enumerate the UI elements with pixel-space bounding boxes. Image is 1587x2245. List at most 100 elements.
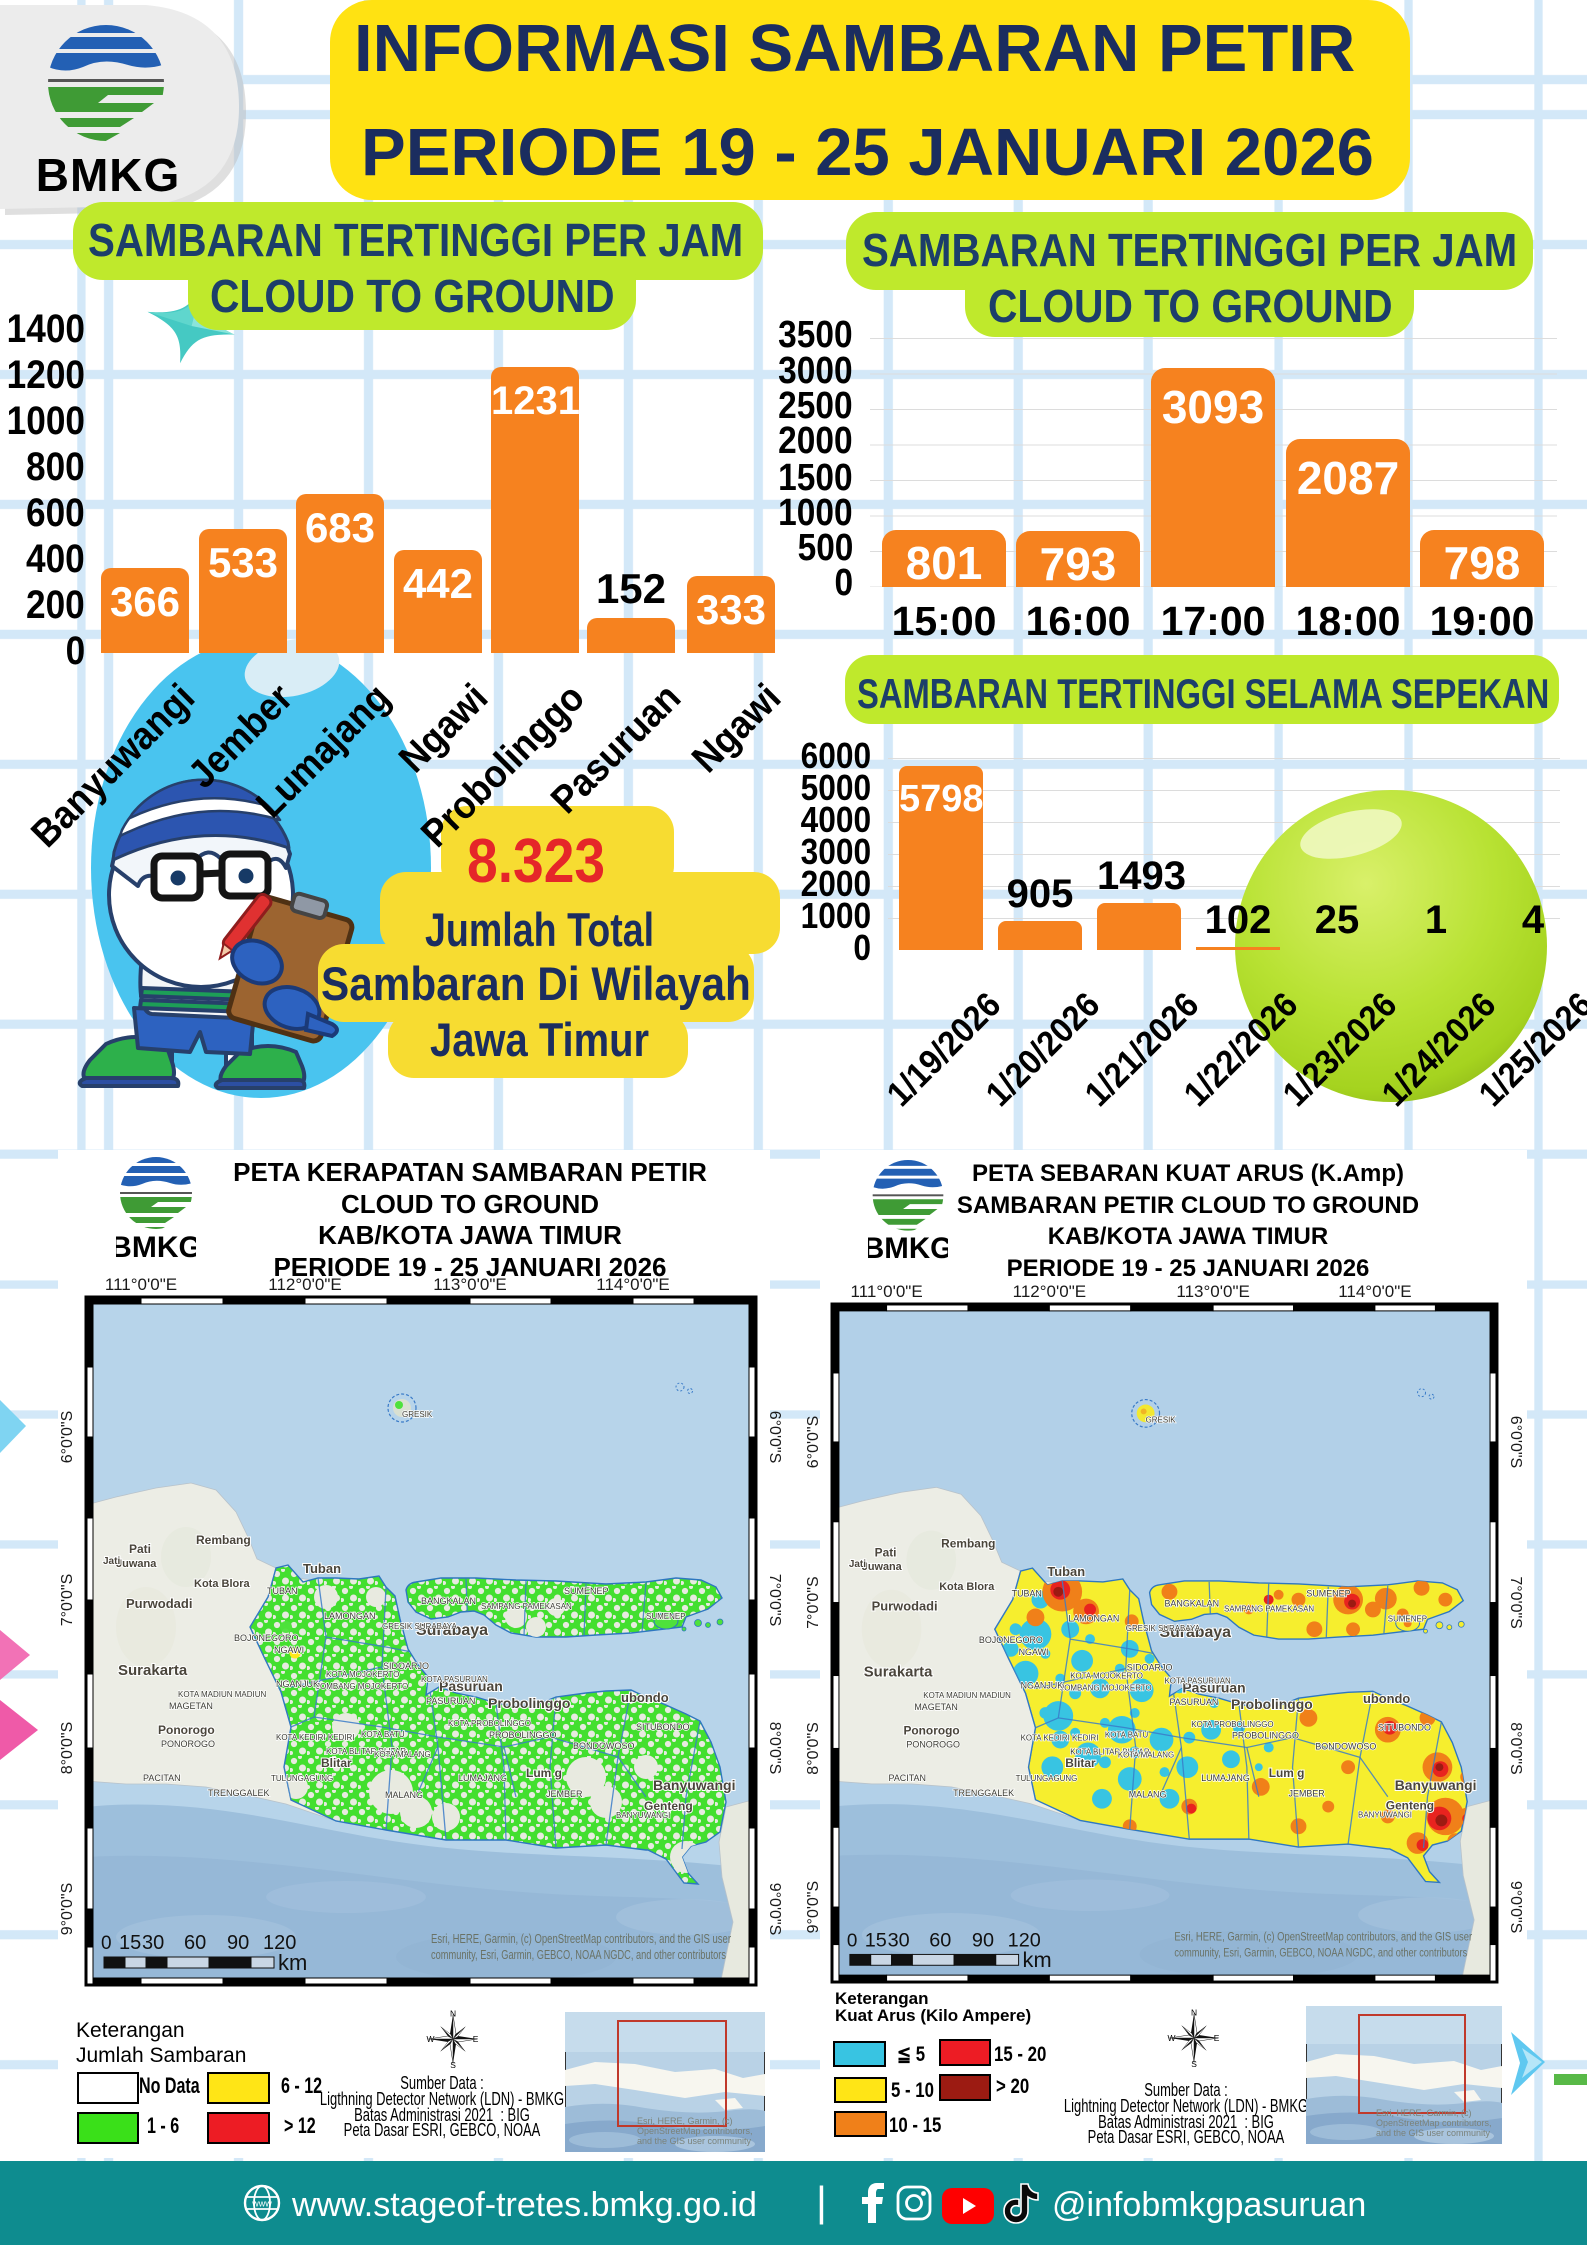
svg-text:Tuban: Tuban [303,1561,341,1576]
svg-text:Tuban: Tuban [1047,1564,1085,1579]
svg-text:9°0'0"S: 9°0'0"S [1507,1881,1524,1934]
svg-text:113°0'0"E: 113°0'0"E [1176,1282,1249,1301]
svg-text:111°0'0"E: 111°0'0"E [105,1275,177,1294]
svg-text:BONDOWOSO: BONDOWOSO [573,1741,635,1751]
svg-text:Purwodadi: Purwodadi [872,1599,938,1614]
svg-text:SITUBONDO: SITUBONDO [1378,1723,1431,1733]
svg-text:KOTA MADIUN MADIUN: KOTA MADIUN MADIUN [178,1690,267,1699]
svg-text:KOTA MADIUN MADIUN: KOTA MADIUN MADIUN [923,1691,1011,1700]
svg-text:S: S [1191,2059,1197,2069]
svg-text:MAGETAN: MAGETAN [169,1701,213,1711]
svg-text:KOTA BATU: KOTA BATU [1105,1731,1149,1740]
svg-text:6°0'0"S: 6°0'0"S [1507,1416,1524,1469]
svg-text:SIDOARJO: SIDOARJO [383,1661,429,1671]
svg-text:N: N [1191,2007,1197,2017]
svg-text:BOJONEGORO: BOJONEGORO [234,1633,299,1643]
svg-text:NGAWI: NGAWI [274,1645,304,1655]
svg-text:TUBAN: TUBAN [1012,1589,1042,1599]
svg-text:PONOROGO: PONOROGO [161,1739,215,1749]
svg-text:7°0'0"S: 7°0'0"S [1507,1576,1524,1629]
svg-text:8°0'0"S: 8°0'0"S [59,1722,76,1775]
svg-text:Pati: Pati [129,1542,151,1556]
svg-text:Probolinggo: Probolinggo [1231,1696,1313,1712]
svg-text:PASURUAN: PASURUAN [1169,1697,1218,1707]
svg-text:Juwana: Juwana [116,1558,157,1570]
svg-text:LAMONGAN: LAMONGAN [1068,1613,1119,1623]
svg-text:15: 15 [865,1930,887,1952]
svg-text:and the GIS user community: and the GIS user community [637,2136,752,2146]
svg-text:Rembang: Rembang [196,1533,251,1547]
svg-text:6°0'0"S: 6°0'0"S [59,1411,76,1464]
svg-text:LAMONGAN: LAMONGAN [324,1611,376,1621]
svg-text:KOTA BATU: KOTA BATU [361,1730,405,1739]
svg-text:GRESIK: GRESIK [1146,1415,1177,1424]
svg-text:Ponorogo: Ponorogo [903,1724,959,1738]
svg-text:Surabaya: Surabaya [416,1622,488,1639]
svg-text:Purwodadi: Purwodadi [126,1596,192,1611]
svg-text:Surakarta: Surakarta [118,1662,188,1679]
svg-text:Jati: Jati [849,1559,866,1570]
svg-text:MAGETAN: MAGETAN [914,1702,957,1712]
svg-text:Pasuruan: Pasuruan [1182,1679,1245,1695]
svg-text:BMKG: BMKG [116,1231,196,1264]
svg-text:PACITAN: PACITAN [143,1773,181,1783]
svg-text:112°0'0"E: 112°0'0"E [1013,1282,1086,1301]
svg-text:SIDOARJO: SIDOARJO [1127,1663,1173,1673]
svg-text:0: 0 [101,1933,112,1954]
svg-text:Genteng: Genteng [644,1799,693,1813]
svg-text:TULUNGAGUNG: TULUNGAGUNG [271,1774,333,1783]
svg-text:15: 15 [119,1932,141,1954]
svg-text:90: 90 [972,1930,994,1952]
svg-text:LUMAJANG: LUMAJANG [1201,1773,1250,1783]
svg-text:KOTA MALANG: KOTA MALANG [1118,1750,1174,1759]
svg-text:KOTA PROBOLINGGO: KOTA PROBOLINGGO [448,1719,531,1728]
svg-text:km: km [278,1950,307,1975]
svg-text:OpenStreetMap contributors,: OpenStreetMap contributors, [1376,2118,1492,2128]
svg-text:JEMBER: JEMBER [546,1789,583,1799]
svg-text:Probolinggo: Probolinggo [488,1695,570,1711]
svg-text:KOTA KEDIRI KEDIRI: KOTA KEDIRI KEDIRI [1021,1734,1099,1743]
svg-text:PROBOLINGGO: PROBOLINGGO [1232,1731,1299,1741]
svg-text:KOTA MOJOKERTO: KOTA MOJOKERTO [1070,1672,1143,1681]
svg-text:120: 120 [1008,1930,1041,1952]
svg-text:KOTA PROBOLINGGO: KOTA PROBOLINGGO [1191,1720,1273,1729]
svg-text:8°0'0"S: 8°0'0"S [766,1722,783,1775]
svg-text:Juwana: Juwana [862,1561,903,1573]
svg-text:community, Esri, Garmin, GEBCO: community, Esri, Garmin, GEBCO, NOAA NGD… [1174,1945,1467,1959]
svg-text:KOTA PASURUAN: KOTA PASURUAN [1164,1676,1231,1685]
svg-text:Blitar: Blitar [1065,1756,1096,1770]
svg-text:7°0'0"S: 7°0'0"S [766,1574,783,1627]
svg-text:NGAWI: NGAWI [1019,1647,1049,1657]
svg-text:Surabaya: Surabaya [1160,1624,1232,1641]
svg-text:120: 120 [263,1932,296,1954]
svg-text:6°0'0"S: 6°0'0"S [805,1416,822,1469]
svg-text:Rembang: Rembang [941,1536,995,1550]
svg-text:BMKG: BMKG [868,1232,948,1265]
svg-text:SUMENEP: SUMENEP [1306,1589,1350,1599]
svg-text:60: 60 [184,1932,206,1954]
svg-text:JOMBANG MOJOKERTO: JOMBANG MOJOKERTO [316,1682,408,1691]
svg-text:and the GIS user community: and the GIS user community [1376,2128,1491,2138]
svg-text:Esri, HERE, Garmin, (c) OpenSt: Esri, HERE, Garmin, (c) OpenStreetMap co… [1174,1930,1472,1944]
svg-text:BANYUWANGI: BANYUWANGI [1358,1810,1412,1819]
svg-text:Lum g: Lum g [1269,1766,1305,1780]
svg-text:30: 30 [142,1932,164,1954]
svg-text:PONOROGO: PONOROGO [906,1740,960,1750]
svg-text:KOTA MALANG: KOTA MALANG [374,1750,431,1759]
svg-text:KOTA BLITAR BLITAR: KOTA BLITAR BLITAR [1070,1747,1150,1756]
svg-text:www: www [251,2199,272,2209]
svg-text:Esri, HERE, Garmin, (c): Esri, HERE, Garmin, (c) [1376,2108,1472,2118]
svg-text:SUMENEP: SUMENEP [1388,1614,1427,1623]
svg-text:114°0'0"E: 114°0'0"E [1338,1282,1411,1301]
svg-text:111°0'0"E: 111°0'0"E [851,1282,923,1301]
svg-text:PASURUAN: PASURUAN [426,1696,475,1706]
svg-text:GRESIK SURABAYA: GRESIK SURABAYA [1126,1624,1201,1633]
svg-text:6°0'0"S: 6°0'0"S [766,1411,783,1464]
svg-text:Surakarta: Surakarta [864,1665,933,1681]
svg-text:SUMENEP: SUMENEP [646,1612,686,1621]
svg-text:JOMBANG MOJOKERTO: JOMBANG MOJOKERTO [1060,1683,1151,1692]
svg-text:SAMPANG PAMEKASAN: SAMPANG PAMEKASAN [481,1602,572,1611]
svg-text:S: S [450,2060,456,2070]
svg-text:JEMBER: JEMBER [1289,1789,1326,1799]
svg-text:KOTA BLITAR BLITAR: KOTA BLITAR BLITAR [326,1747,406,1756]
